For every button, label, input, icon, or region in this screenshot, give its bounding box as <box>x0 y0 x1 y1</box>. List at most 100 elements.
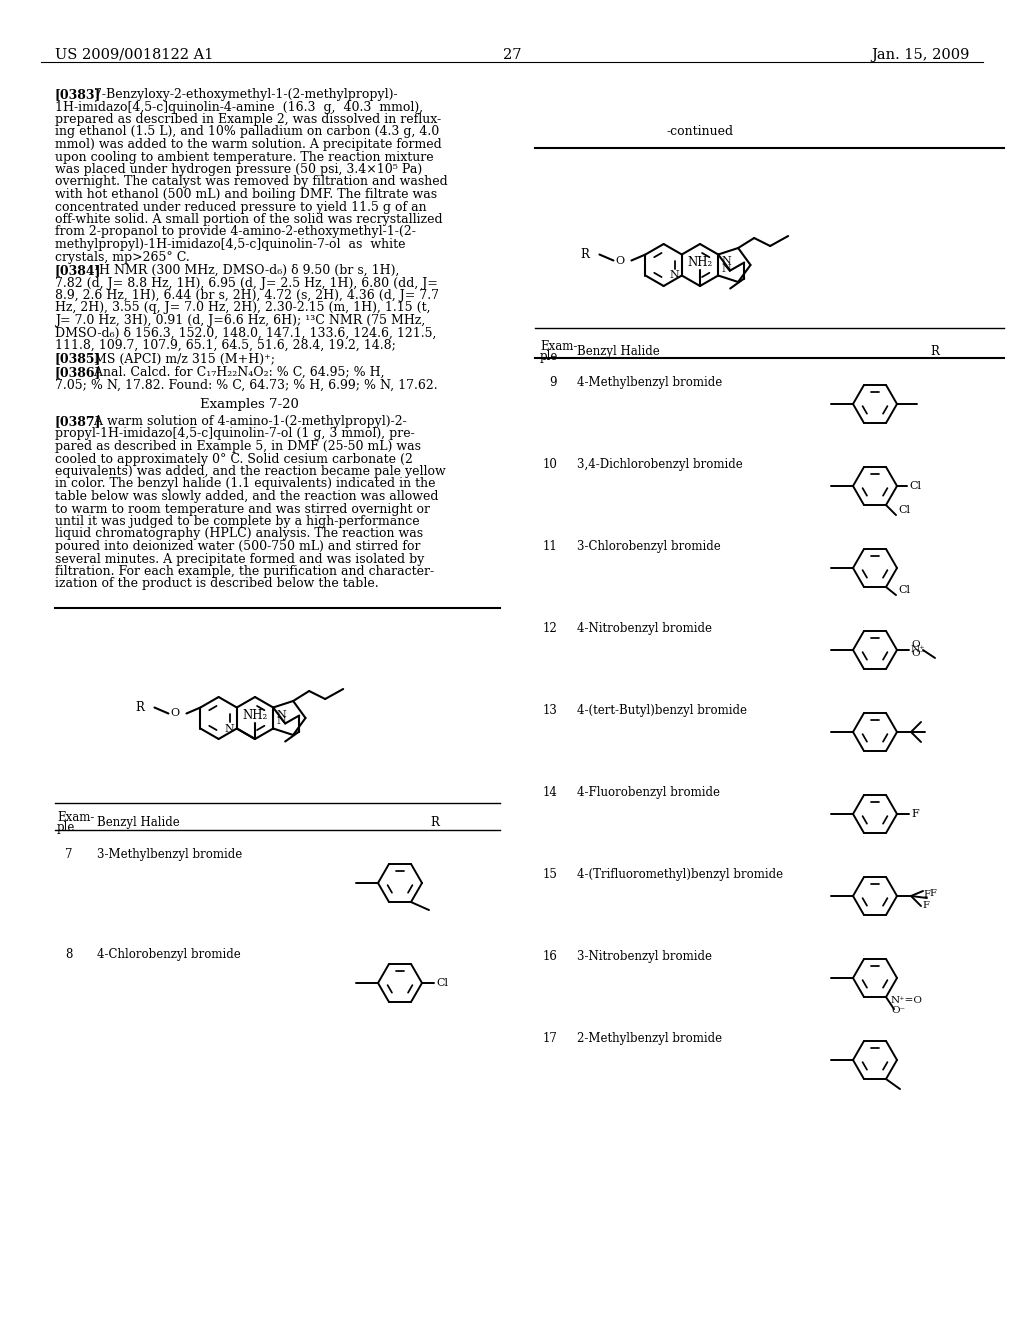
Text: ¹H NMR (300 MHz, DMSO-d₆) δ 9.50 (br s, 1H),: ¹H NMR (300 MHz, DMSO-d₆) δ 9.50 (br s, … <box>86 264 399 277</box>
Text: [0387]: [0387] <box>55 414 101 428</box>
Text: prepared as described in Example 2, was dissolved in reflux-: prepared as described in Example 2, was … <box>55 114 441 125</box>
Text: 3-Chlorobenzyl bromide: 3-Chlorobenzyl bromide <box>577 540 721 553</box>
Text: F: F <box>923 890 930 899</box>
Text: [0383]: [0383] <box>55 88 101 102</box>
Text: 27: 27 <box>503 48 521 62</box>
Text: cooled to approximately 0° C. Solid cesium carbonate (2: cooled to approximately 0° C. Solid cesi… <box>55 453 413 466</box>
Text: was placed under hydrogen pressure (50 psi, 3.4×10⁵ Pa): was placed under hydrogen pressure (50 p… <box>55 162 422 176</box>
Text: several minutes. A precipitate formed and was isolated by: several minutes. A precipitate formed an… <box>55 553 424 565</box>
Text: MS (APCI) m/z 315 (M+H)⁺;: MS (APCI) m/z 315 (M+H)⁺; <box>86 352 274 366</box>
Text: -continued: -continued <box>667 125 733 139</box>
Text: N: N <box>721 256 731 267</box>
Text: O: O <box>170 709 179 718</box>
Text: ple: ple <box>57 821 76 834</box>
Text: F: F <box>911 809 919 818</box>
Text: [0385]: [0385] <box>55 352 101 366</box>
Text: Cl: Cl <box>898 506 910 515</box>
Text: [0384]: [0384] <box>55 264 101 277</box>
Text: Examples 7-20: Examples 7-20 <box>200 399 299 411</box>
Text: US 2009/0018122 A1: US 2009/0018122 A1 <box>55 48 213 62</box>
Text: N⁺=O: N⁺=O <box>891 997 923 1005</box>
Text: 4-Fluorobenzyl bromide: 4-Fluorobenzyl bromide <box>577 785 720 799</box>
Text: 4-Chlorobenzyl bromide: 4-Chlorobenzyl bromide <box>97 948 241 961</box>
Text: 16: 16 <box>542 950 557 964</box>
Text: 8.9, 2.6 Hz, 1H), 6.44 (br s, 2H), 4.72 (s, 2H), 4.36 (d, J= 7.7: 8.9, 2.6 Hz, 1H), 6.44 (br s, 2H), 4.72 … <box>55 289 439 302</box>
Text: 15: 15 <box>542 869 557 880</box>
Text: Cl: Cl <box>898 585 910 595</box>
Text: 7.82 (d, J= 8.8 Hz, 1H), 6.95 (d, J= 2.5 Hz, 1H), 6.80 (dd, J=: 7.82 (d, J= 8.8 Hz, 1H), 6.95 (d, J= 2.5… <box>55 276 438 289</box>
Text: O: O <box>614 256 624 265</box>
Text: A warm solution of 4-amino-1-(2-methylpropyl)-2-: A warm solution of 4-amino-1-(2-methylpr… <box>86 414 407 428</box>
Text: 3-Nitrobenzyl bromide: 3-Nitrobenzyl bromide <box>577 950 712 964</box>
Text: J= 7.0 Hz, 3H), 0.91 (d, J=6.6 Hz, 6H); ¹³C NMR (75 MHz,: J= 7.0 Hz, 3H), 0.91 (d, J=6.6 Hz, 6H); … <box>55 314 425 327</box>
Text: 11: 11 <box>543 540 557 553</box>
Text: concentrated under reduced pressure to yield 11.5 g of an: concentrated under reduced pressure to y… <box>55 201 427 214</box>
Text: to warm to room temperature and was stirred overnight or: to warm to room temperature and was stir… <box>55 503 430 516</box>
Text: Anal. Calcd. for C₁₇H₂₂N₄O₂: % C, 64.95; % H,: Anal. Calcd. for C₁₇H₂₂N₄O₂: % C, 64.95;… <box>86 366 384 379</box>
Text: 3,4-Dichlorobenzyl bromide: 3,4-Dichlorobenzyl bromide <box>577 458 742 471</box>
Text: Benzyl Halide: Benzyl Halide <box>577 345 659 358</box>
Text: N: N <box>224 723 233 734</box>
Text: O⁻: O⁻ <box>911 649 925 657</box>
Text: Cl: Cl <box>436 978 449 987</box>
Text: [0386]: [0386] <box>55 366 101 379</box>
Text: ple: ple <box>540 350 558 363</box>
Text: ing ethanol (1.5 L), and 10% palladium on carbon (4.3 g, 4.0: ing ethanol (1.5 L), and 10% palladium o… <box>55 125 439 139</box>
Text: 7-Benzyloxy-2-ethoxymethyl-1-(2-methylpropyl)-: 7-Benzyloxy-2-ethoxymethyl-1-(2-methylpr… <box>86 88 397 102</box>
Text: 4-(tert-Butyl)benzyl bromide: 4-(tert-Butyl)benzyl bromide <box>577 704 746 717</box>
Text: R: R <box>135 701 144 714</box>
Text: R: R <box>930 345 939 358</box>
Text: table below was slowly added, and the reaction was allowed: table below was slowly added, and the re… <box>55 490 438 503</box>
Text: until it was judged to be complete by a high-performance: until it was judged to be complete by a … <box>55 515 420 528</box>
Text: NH₂: NH₂ <box>243 709 267 722</box>
Text: pared as described in Example 5, in DMF (25-50 mL) was: pared as described in Example 5, in DMF … <box>55 440 421 453</box>
Text: overnight. The catalyst was removed by filtration and washed: overnight. The catalyst was removed by f… <box>55 176 447 189</box>
Text: O⁻: O⁻ <box>891 1006 905 1015</box>
Text: poured into deionized water (500-750 mL) and stirred for: poured into deionized water (500-750 mL)… <box>55 540 421 553</box>
Text: with hot ethanol (500 mL) and boiling DMF. The filtrate was: with hot ethanol (500 mL) and boiling DM… <box>55 187 437 201</box>
Text: R: R <box>430 816 439 829</box>
Text: off-white solid. A small portion of the solid was recrystallized: off-white solid. A small portion of the … <box>55 213 442 226</box>
Text: 14: 14 <box>542 785 557 799</box>
Text: N: N <box>276 710 286 719</box>
Text: N: N <box>669 271 679 281</box>
Text: 13: 13 <box>542 704 557 717</box>
Text: N⁺: N⁺ <box>911 645 926 655</box>
Text: propyl-1H-imidazo[4,5-c]quinolin-7-ol (1 g, 3 mmol), pre-: propyl-1H-imidazo[4,5-c]quinolin-7-ol (1… <box>55 428 415 441</box>
Text: Hz, 2H), 3.55 (q, J= 7.0 Hz, 2H), 2.30-2.15 (m, 1H), 1.15 (t,: Hz, 2H), 3.55 (q, J= 7.0 Hz, 2H), 2.30-2… <box>55 301 430 314</box>
Text: from 2-propanol to provide 4-amino-2-ethoxymethyl-1-(2-: from 2-propanol to provide 4-amino-2-eth… <box>55 226 416 239</box>
Text: 2-Methylbenzyl bromide: 2-Methylbenzyl bromide <box>577 1032 722 1045</box>
Text: N: N <box>721 264 731 273</box>
Text: Exam-: Exam- <box>540 341 578 352</box>
Text: ization of the product is described below the table.: ization of the product is described belo… <box>55 578 379 590</box>
Text: mmol) was added to the warm solution. A precipitate formed: mmol) was added to the warm solution. A … <box>55 139 441 150</box>
Text: Jan. 15, 2009: Jan. 15, 2009 <box>871 48 970 62</box>
Text: N: N <box>276 717 286 726</box>
Text: 17: 17 <box>542 1032 557 1045</box>
Text: crystals, mp>265° C.: crystals, mp>265° C. <box>55 251 189 264</box>
Text: 7.05; % N, 17.82. Found: % C, 64.73; % H, 6.99; % N, 17.62.: 7.05; % N, 17.82. Found: % C, 64.73; % H… <box>55 379 437 392</box>
Text: methylpropyl)-1H-imidazo[4,5-c]quinolin-7-ol  as  white: methylpropyl)-1H-imidazo[4,5-c]quinolin-… <box>55 238 406 251</box>
Text: F: F <box>929 890 936 899</box>
Text: 7: 7 <box>66 847 73 861</box>
Text: DMSO-d₆) δ 156.3, 152.0, 148.0, 147.1, 133.6, 124.6, 121.5,: DMSO-d₆) δ 156.3, 152.0, 148.0, 147.1, 1… <box>55 326 436 339</box>
Text: F: F <box>922 902 929 909</box>
Text: liquid chromatography (HPLC) analysis. The reaction was: liquid chromatography (HPLC) analysis. T… <box>55 528 423 540</box>
Text: 1H-imidazo[4,5-c]quinolin-4-amine  (16.3  g,  40.3  mmol),: 1H-imidazo[4,5-c]quinolin-4-amine (16.3 … <box>55 100 423 114</box>
Text: 3-Methylbenzyl bromide: 3-Methylbenzyl bromide <box>97 847 243 861</box>
Text: O: O <box>911 640 920 649</box>
Text: Benzyl Halide: Benzyl Halide <box>97 816 180 829</box>
Text: filtration. For each example, the purification and character-: filtration. For each example, the purifi… <box>55 565 434 578</box>
Text: 4-Methylbenzyl bromide: 4-Methylbenzyl bromide <box>577 376 722 389</box>
Text: 8: 8 <box>66 948 73 961</box>
Text: 12: 12 <box>543 622 557 635</box>
Text: in color. The benzyl halide (1.1 equivalents) indicated in the: in color. The benzyl halide (1.1 equival… <box>55 478 435 491</box>
Text: 4-(Trifluoromethyl)benzyl bromide: 4-(Trifluoromethyl)benzyl bromide <box>577 869 783 880</box>
Text: 111.8, 109.7, 107.9, 65.1, 64.5, 51.6, 28.4, 19.2, 14.8;: 111.8, 109.7, 107.9, 65.1, 64.5, 51.6, 2… <box>55 339 396 352</box>
Text: 10: 10 <box>542 458 557 471</box>
Text: upon cooling to ambient temperature. The reaction mixture: upon cooling to ambient temperature. The… <box>55 150 433 164</box>
Text: 4-Nitrobenzyl bromide: 4-Nitrobenzyl bromide <box>577 622 712 635</box>
Text: Exam-: Exam- <box>57 810 94 824</box>
Text: R: R <box>581 248 590 261</box>
Text: 9: 9 <box>550 376 557 389</box>
